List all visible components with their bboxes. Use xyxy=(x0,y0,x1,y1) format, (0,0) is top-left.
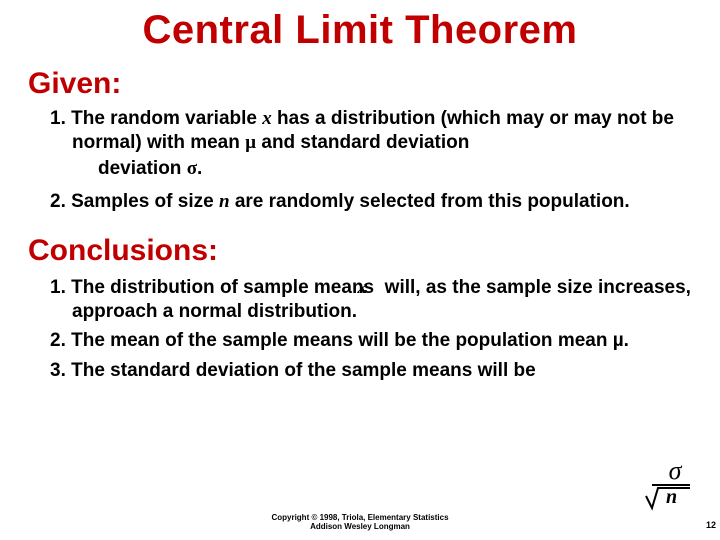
conclusion-item-2: 2. The mean of the sample means will be … xyxy=(28,329,692,353)
text: 2. Samples of size xyxy=(50,191,219,212)
text: . xyxy=(197,158,202,179)
section-given: Given: xyxy=(28,67,692,101)
var-n: n xyxy=(219,191,230,212)
slide: Central Limit Theorem Given: 1. The rand… xyxy=(0,0,720,540)
slide-title: Central Limit Theorem xyxy=(28,8,692,53)
text: 1. The random variable xyxy=(50,108,262,129)
text: and standard deviation xyxy=(256,132,469,153)
text: are randomly selected from this populati… xyxy=(230,191,630,212)
var-x: x xyxy=(262,108,272,129)
given-item-2: 2. Samples of size n are randomly select… xyxy=(28,190,692,214)
conclusion-item-3: 3. The standard deviation of the sample … xyxy=(28,359,692,383)
formula-sigma-over-root-n: σ n xyxy=(644,458,692,512)
symbol-mu: µ xyxy=(245,132,256,153)
symbol-sigma: σ xyxy=(187,158,197,179)
text: 1. The distribution of sample means xyxy=(50,277,379,298)
radicand: n xyxy=(666,486,677,509)
conclusion-item-1: 1. The distribution of sample means x wi… xyxy=(28,276,692,324)
given-item-1: 1. The random variable x has a distribut… xyxy=(28,107,692,155)
given-item-1-cont: deviation σ. xyxy=(28,157,692,181)
copyright-line-2: Addison Wesley Longman xyxy=(0,523,720,532)
section-conclusions: Conclusions: xyxy=(28,234,692,268)
page-number: 12 xyxy=(706,520,716,530)
text: deviation xyxy=(98,158,187,179)
copyright: Copyright © 1998, Triola, Elementary Sta… xyxy=(0,514,720,532)
fraction-numerator: σ xyxy=(644,458,692,484)
fraction-denominator: n xyxy=(644,484,692,512)
